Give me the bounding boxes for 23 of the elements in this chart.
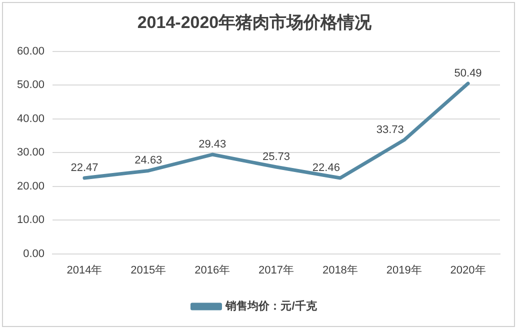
data-label: 24.63 xyxy=(134,154,162,167)
data-label: 22.47 xyxy=(70,162,98,174)
x-tick-label: 2016年 xyxy=(194,264,230,276)
chart-title: 2014-2020年猪肉市场价格情况 xyxy=(137,12,373,32)
x-tick-label: 2020年 xyxy=(450,264,486,276)
x-tick-label: 2014年 xyxy=(66,264,102,276)
y-tick-label: 40.00 xyxy=(16,112,45,125)
x-tick-label: 2017年 xyxy=(258,264,294,276)
data-label: 50.49 xyxy=(454,68,482,80)
legend-label: 销售均价：元/千克 xyxy=(224,300,318,313)
data-label: 25.73 xyxy=(262,151,290,164)
data-label: 29.43 xyxy=(198,138,226,151)
y-tick-label: 30.00 xyxy=(16,146,45,159)
data-label: 33.73 xyxy=(376,124,404,136)
x-tick-label: 2019年 xyxy=(386,264,422,276)
y-tick-label: 0.00 xyxy=(23,248,45,260)
x-tick-label: 2018年 xyxy=(322,264,358,276)
x-tick-label: 2015年 xyxy=(130,264,166,276)
y-tick-label: 60.00 xyxy=(16,45,45,58)
y-tick-label: 50.00 xyxy=(16,79,45,92)
y-tick-label: 10.00 xyxy=(16,214,45,226)
data-label: 22.46 xyxy=(312,162,340,174)
y-tick-label: 20.00 xyxy=(16,180,45,192)
